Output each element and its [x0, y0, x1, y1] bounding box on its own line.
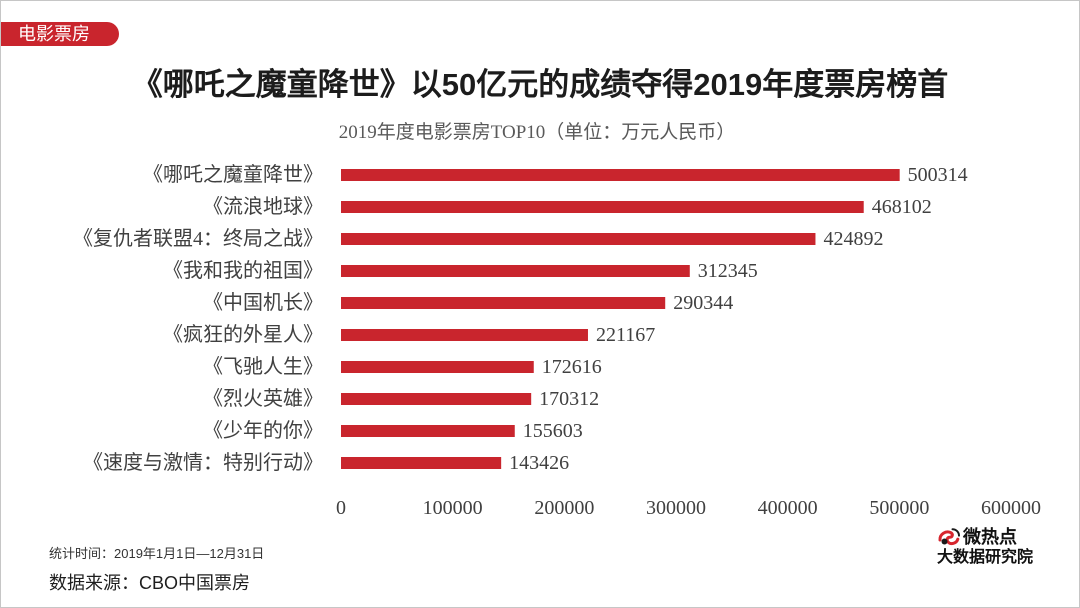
bar-chart: 《哪吒之魔童降世》 500314 《流浪地球》 468102 《复仇者联盟4：终局之战》…	[73, 163, 1041, 519]
section-tab: 电影票房	[1, 22, 119, 46]
bar	[341, 361, 534, 373]
bar	[341, 393, 532, 405]
value-label: 424892	[823, 228, 883, 250]
bar	[341, 457, 502, 469]
category-label: 《飞驰人生》	[203, 355, 323, 378]
logo-subtitle: 大数据研究院	[937, 549, 1034, 566]
bar	[341, 265, 690, 277]
value-label: 290344	[673, 292, 733, 314]
x-tick-label: 400000	[758, 497, 818, 519]
category-label: 《哪吒之魔童降世》	[143, 163, 323, 186]
category-label: 《中国机长》	[203, 291, 323, 314]
category-label: 《烈火英雄》	[203, 387, 323, 410]
x-tick-label: 100000	[423, 497, 483, 519]
bar	[341, 425, 515, 437]
category-label: 《流浪地球》	[203, 195, 323, 218]
value-label: 221167	[596, 324, 655, 346]
value-label: 155603	[523, 420, 583, 442]
bar	[341, 297, 666, 309]
page-title: 《哪吒之魔童降世》以50亿元的成绩夺得2019年度票房榜首	[131, 67, 949, 102]
bar	[341, 169, 900, 181]
category-label: 《少年的你》	[203, 419, 323, 442]
value-label: 143426	[509, 452, 569, 474]
weiredian-swirl-icon	[938, 528, 960, 546]
category-label: 《复仇者联盟4：终局之战》	[73, 227, 323, 250]
bar	[341, 329, 588, 341]
x-tick-label: 300000	[646, 497, 706, 519]
stat-period-note: 统计时间：2019年1月1日—12月31日	[49, 546, 265, 561]
x-tick-label: 600000	[981, 497, 1041, 519]
value-label: 172616	[542, 356, 602, 378]
bar	[341, 233, 816, 245]
bar	[341, 201, 864, 213]
category-label: 《我和我的祖国》	[163, 259, 323, 282]
category-label: 《速度与激情：特别行动》	[83, 451, 323, 474]
value-label: 170312	[539, 388, 599, 410]
brand-logo: 微热点 大数据研究院	[935, 524, 1047, 568]
x-tick-label: 200000	[534, 497, 594, 519]
x-tick-label: 500000	[869, 497, 929, 519]
x-tick-label: 0	[336, 497, 346, 519]
value-label: 468102	[872, 196, 932, 218]
value-label: 500314	[908, 164, 968, 186]
category-label: 《疯狂的外星人》	[163, 323, 323, 346]
data-source-note: 数据来源：CBO中国票房	[49, 573, 251, 593]
section-tab-label: 电影票房	[18, 24, 90, 44]
logo-name: 微热点	[963, 527, 1017, 547]
value-label: 312345	[698, 260, 758, 282]
chart-title: 2019年度电影票房TOP10（单位：万元人民币）	[338, 122, 736, 143]
